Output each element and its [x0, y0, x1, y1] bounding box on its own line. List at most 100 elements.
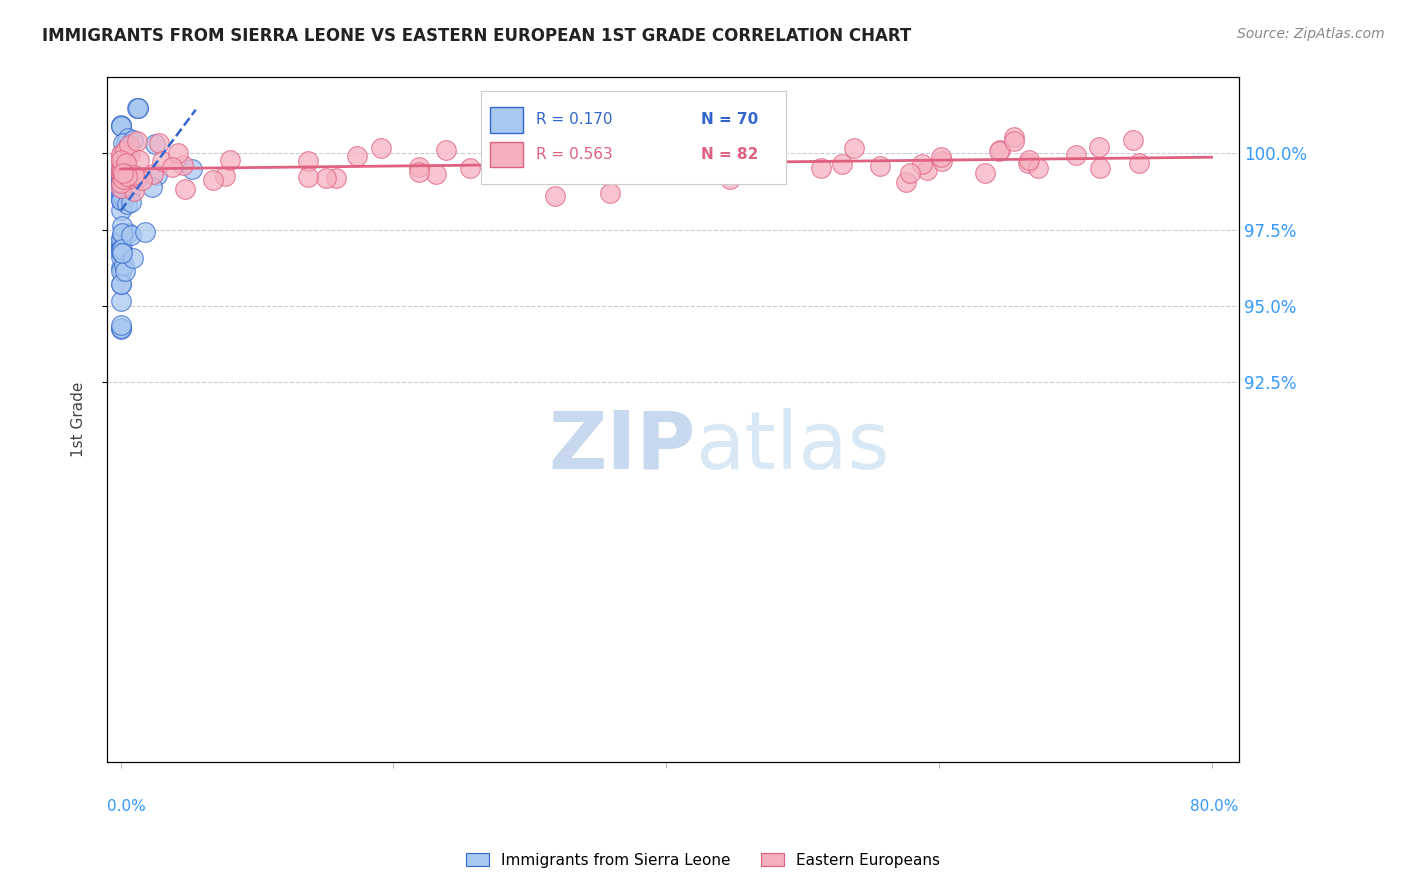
Point — [134, 225, 156, 239]
Point — [110, 163, 132, 178]
Point — [110, 166, 132, 180]
Point — [173, 182, 195, 196]
Point — [898, 166, 921, 180]
Point — [201, 173, 224, 187]
Point — [118, 186, 141, 201]
Point — [117, 226, 139, 240]
Point — [110, 226, 132, 240]
Point — [370, 141, 392, 155]
Point — [425, 167, 447, 181]
Point — [931, 154, 953, 169]
Point — [111, 219, 134, 234]
Point — [1002, 130, 1025, 145]
Point — [896, 175, 918, 189]
Point — [408, 160, 430, 174]
Point — [110, 237, 132, 252]
Point — [110, 180, 132, 194]
Point — [596, 168, 619, 182]
Point — [110, 153, 132, 167]
Point — [110, 194, 132, 208]
Point — [120, 194, 142, 209]
Point — [110, 156, 132, 170]
Text: 0.0%: 0.0% — [107, 799, 146, 814]
Point — [110, 119, 132, 133]
Point — [110, 167, 132, 181]
Point — [110, 186, 132, 200]
Point — [141, 180, 163, 194]
Point — [111, 227, 134, 241]
Point — [990, 143, 1012, 157]
Point — [115, 197, 138, 211]
Point — [110, 161, 132, 176]
Point — [110, 202, 132, 217]
Point — [110, 171, 132, 186]
Point — [915, 162, 938, 177]
Point — [110, 245, 132, 260]
Point — [114, 156, 136, 170]
Point — [180, 161, 202, 176]
Point — [128, 153, 150, 167]
Point — [110, 233, 132, 247]
Point — [117, 139, 139, 153]
Point — [112, 172, 135, 186]
Point — [110, 177, 132, 191]
Point — [112, 258, 135, 272]
Point — [1128, 155, 1150, 169]
Point — [114, 144, 136, 158]
Point — [110, 239, 132, 253]
Point — [110, 146, 132, 161]
Point — [131, 172, 153, 186]
Point — [744, 151, 766, 165]
Point — [1064, 148, 1087, 162]
Point — [127, 101, 149, 115]
Point — [112, 152, 135, 166]
Point — [112, 192, 135, 206]
Point — [127, 169, 149, 184]
Point — [929, 150, 952, 164]
Point — [111, 190, 134, 204]
Point — [112, 136, 135, 151]
Point — [458, 161, 481, 175]
Point — [115, 136, 138, 150]
Point — [110, 231, 132, 245]
Point — [127, 101, 149, 115]
Point — [120, 228, 142, 243]
Point — [114, 263, 136, 277]
Point — [346, 149, 368, 163]
Point — [554, 164, 576, 178]
Text: atlas: atlas — [696, 408, 890, 486]
Point — [110, 244, 132, 259]
Point — [117, 131, 139, 145]
Point — [1017, 156, 1039, 170]
Point — [110, 277, 132, 291]
Point — [810, 161, 832, 175]
Point — [110, 192, 132, 206]
Point — [1122, 133, 1144, 147]
Point — [110, 118, 132, 132]
Text: IMMIGRANTS FROM SIERRA LEONE VS EASTERN EUROPEAN 1ST GRADE CORRELATION CHART: IMMIGRANTS FROM SIERRA LEONE VS EASTERN … — [42, 27, 911, 45]
Point — [118, 138, 141, 153]
Point — [117, 172, 139, 186]
Text: ZIP: ZIP — [548, 408, 696, 486]
Legend: Immigrants from Sierra Leone, Eastern Europeans: Immigrants from Sierra Leone, Eastern Eu… — [458, 845, 948, 875]
Point — [544, 189, 567, 203]
Point — [110, 261, 132, 276]
Point — [325, 170, 347, 185]
Point — [111, 150, 134, 164]
Point — [110, 263, 132, 277]
Point — [110, 119, 132, 133]
Text: 80.0%: 80.0% — [1191, 799, 1239, 814]
Point — [121, 252, 143, 266]
Point — [831, 157, 853, 171]
Point — [150, 153, 173, 168]
Point — [1002, 134, 1025, 148]
Point — [111, 163, 134, 178]
Point — [117, 171, 139, 186]
Point — [122, 169, 145, 183]
Text: Source: ZipAtlas.com: Source: ZipAtlas.com — [1237, 27, 1385, 41]
Point — [110, 178, 132, 193]
Point — [112, 146, 135, 161]
Point — [127, 101, 149, 115]
Point — [110, 293, 132, 308]
Point — [110, 318, 132, 332]
